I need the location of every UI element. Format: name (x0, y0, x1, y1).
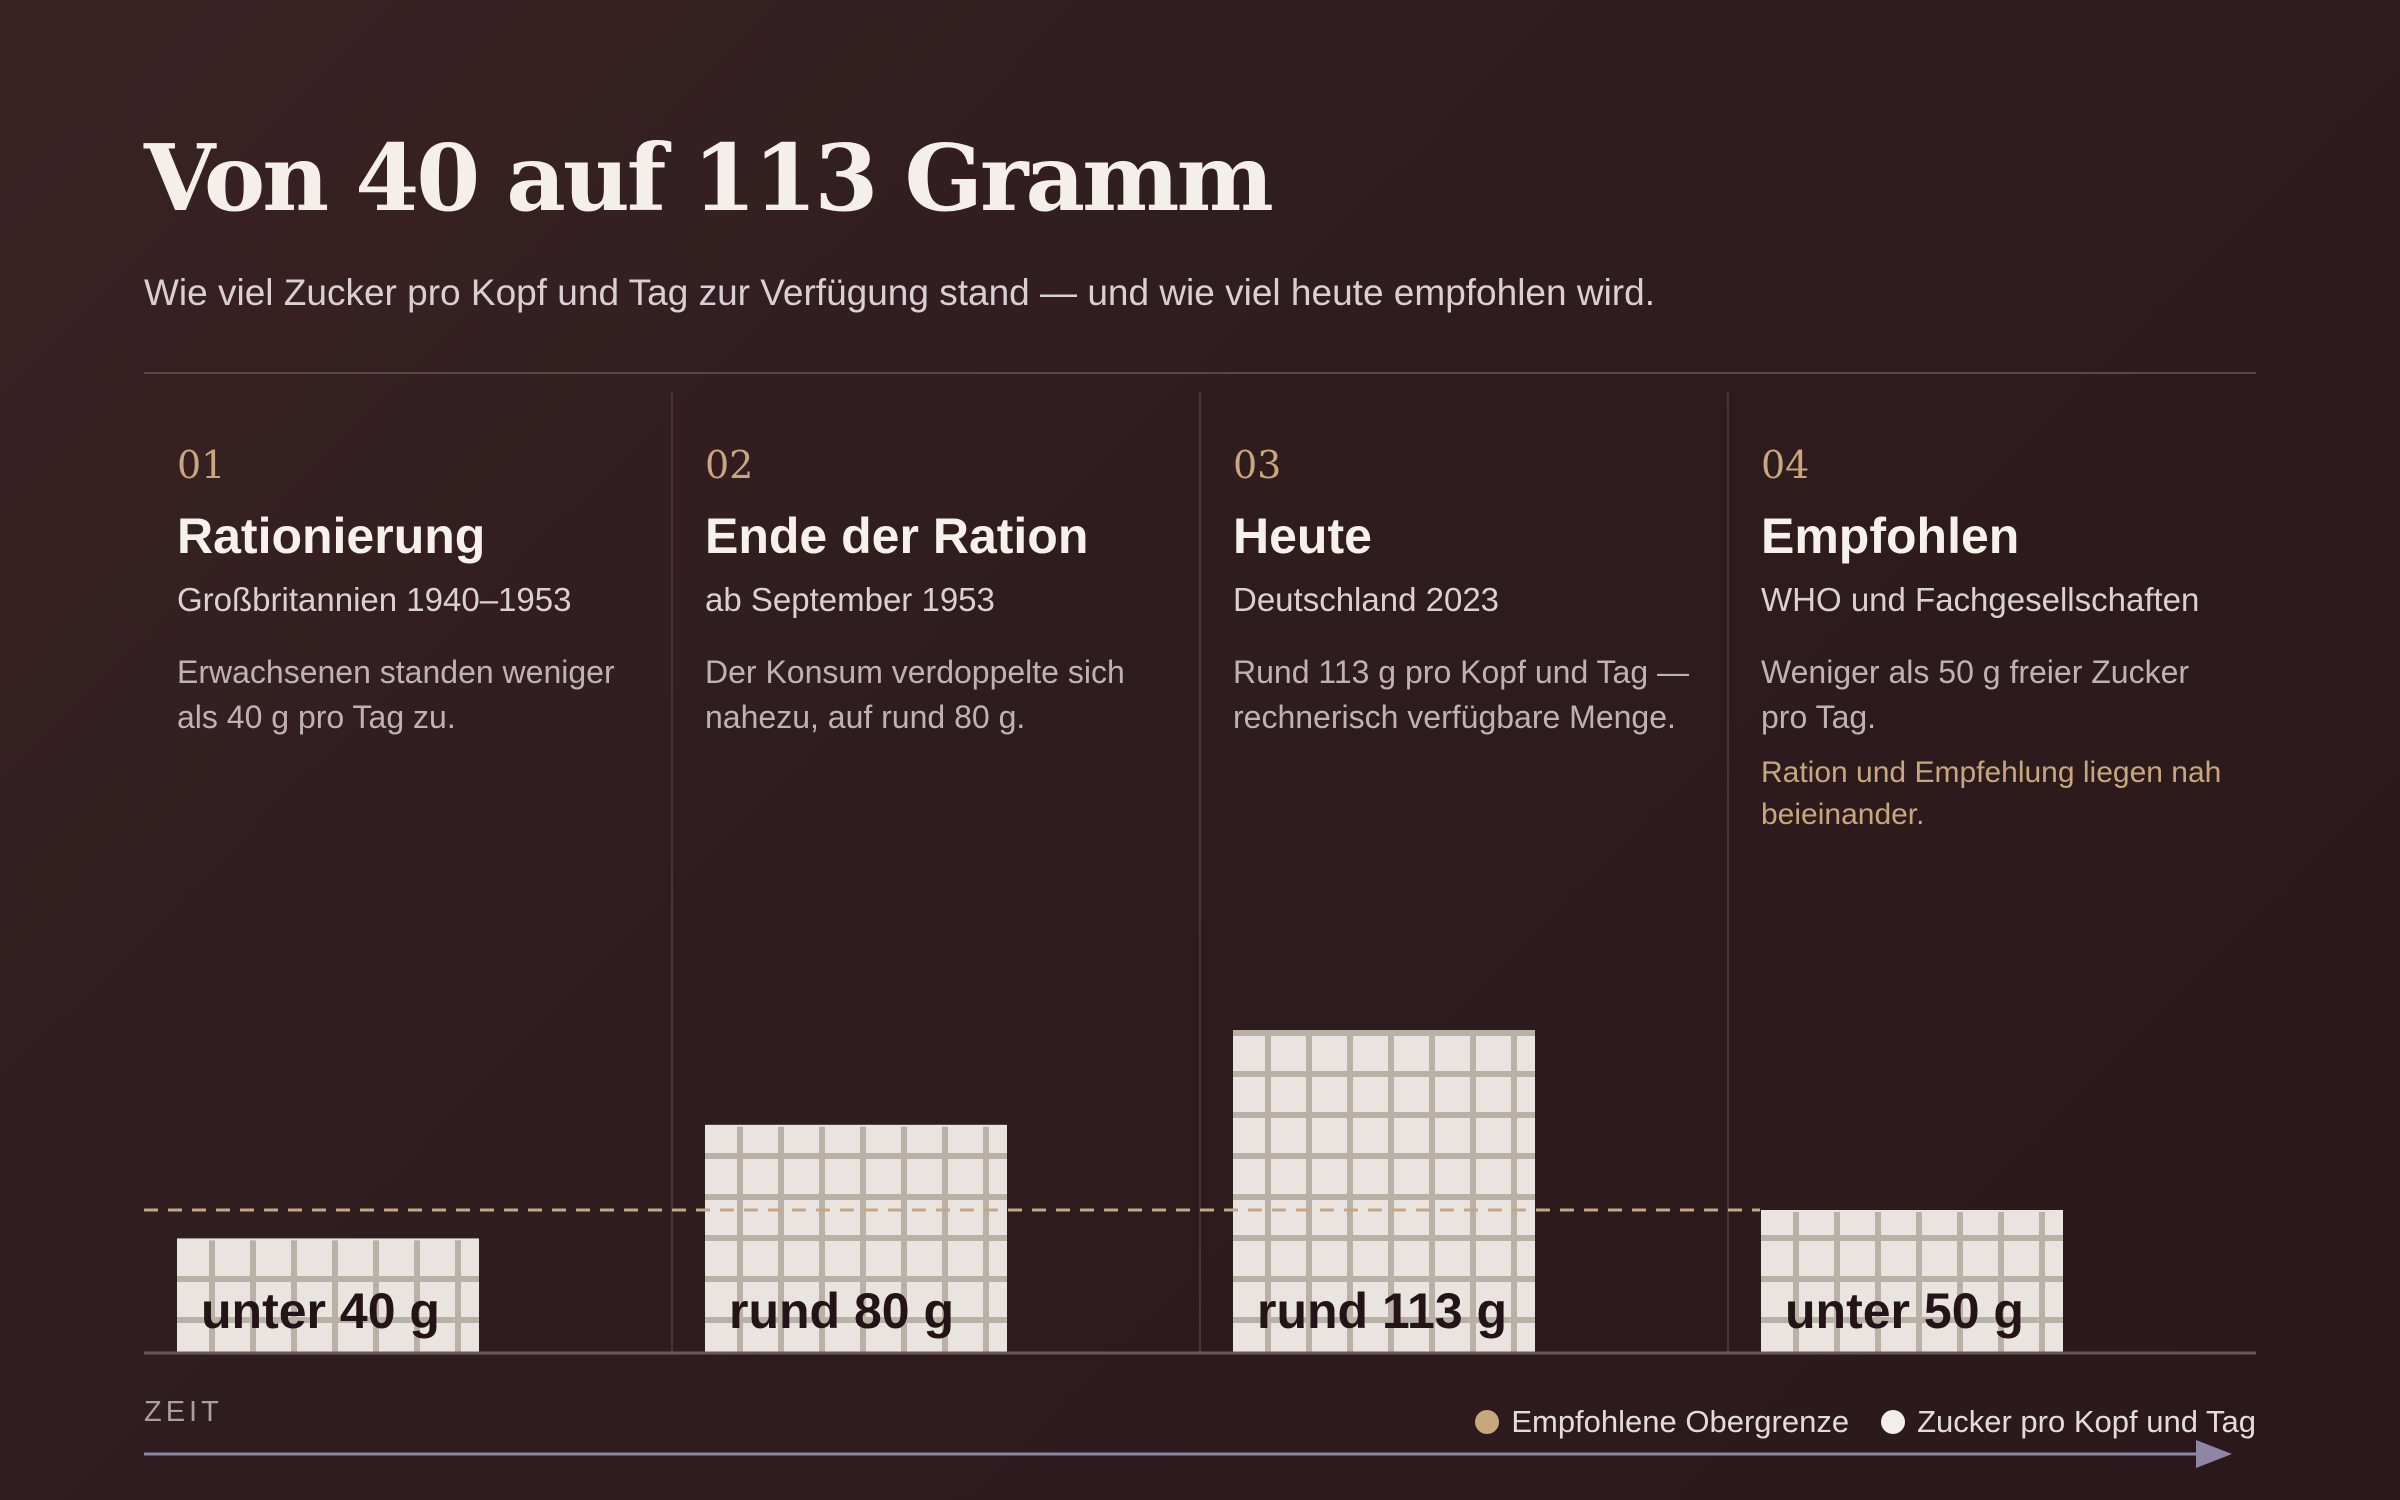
column-title: Rationierung (177, 508, 486, 564)
column-description: Der Konsum verdoppelte sich nahezu, auf … (705, 654, 1125, 735)
legend-label-sugar: Zucker pro Kopf und Tag (1917, 1404, 2256, 1439)
chart-title: Von 40 auf 113 Gramm (144, 124, 1274, 232)
top-divider (144, 372, 2256, 374)
bar-value-label: unter 50 g (1785, 1283, 2024, 1339)
column-number: 01 (177, 443, 226, 487)
bar (177, 1238, 479, 1352)
column-place: Großbritannien 1940–1953 (177, 581, 572, 618)
time-axis-label: ZEIT (144, 1396, 223, 1428)
column-title: Ende der Ration (705, 508, 1089, 564)
bar-value-label: rund 113 g (1257, 1283, 1507, 1339)
column-divider (1727, 392, 1729, 1352)
column-title: Heute (1233, 508, 1372, 564)
legend-swatch-limit (1475, 1410, 1500, 1434)
legend: Empfohlene Obergrenze Zucker pro Kopf un… (1443, 1404, 2256, 1440)
legend-item-sugar: Zucker pro Kopf und Tag (1881, 1404, 2256, 1440)
column-number: 02 (705, 443, 754, 487)
column-divider (1199, 392, 1201, 1352)
column-divider (671, 392, 673, 1352)
column-title: Empfohlen (1761, 508, 2020, 564)
bar-value-label: rund 80 g (729, 1283, 954, 1339)
column-description: Weniger als 50 g freier Zucker pro Tag. (1761, 654, 2190, 735)
chart-subtitle: Wie viel Zucker pro Kopf und Tag zur Ver… (144, 272, 1655, 313)
column-empfohlen: 04 Empfohlen WHO und Fachgesellschaften … (1761, 440, 2261, 836)
column-rationierung: 01 Rationierung Großbritannien 1940–1953… (177, 440, 677, 740)
column-place: WHO und Fachgesellschaften (1761, 581, 2200, 618)
column-description: Erwachsenen standen weniger als 40 g pro… (177, 654, 615, 735)
time-arrow-head (2196, 1440, 2232, 1468)
legend-swatch-sugar (1881, 1410, 1906, 1434)
column-number: 03 (1233, 443, 1282, 487)
bar-value-label: unter 40 g (201, 1283, 440, 1339)
column-description: Rund 113 g pro Kopf und Tag — rechnerisc… (1233, 654, 1690, 735)
column-note: Ration und Empfehlung liegen nah beieina… (1761, 756, 2222, 831)
legend-label-limit: Empfohlene Obergrenze (1511, 1404, 1850, 1439)
column-place: Deutschland 2023 (1233, 581, 1500, 618)
column-place: ab September 1953 (705, 581, 995, 618)
column-heute: 03 Heute Deutschland 2023 Rund 113 g pro… (1233, 440, 1733, 740)
column-ende-der-ration: 02 Ende der Ration ab September 1953 Der… (705, 440, 1205, 740)
column-number: 04 (1761, 443, 1810, 487)
legend-item-limit: Empfohlene Obergrenze (1475, 1404, 1849, 1440)
bar (1233, 1031, 1535, 1352)
